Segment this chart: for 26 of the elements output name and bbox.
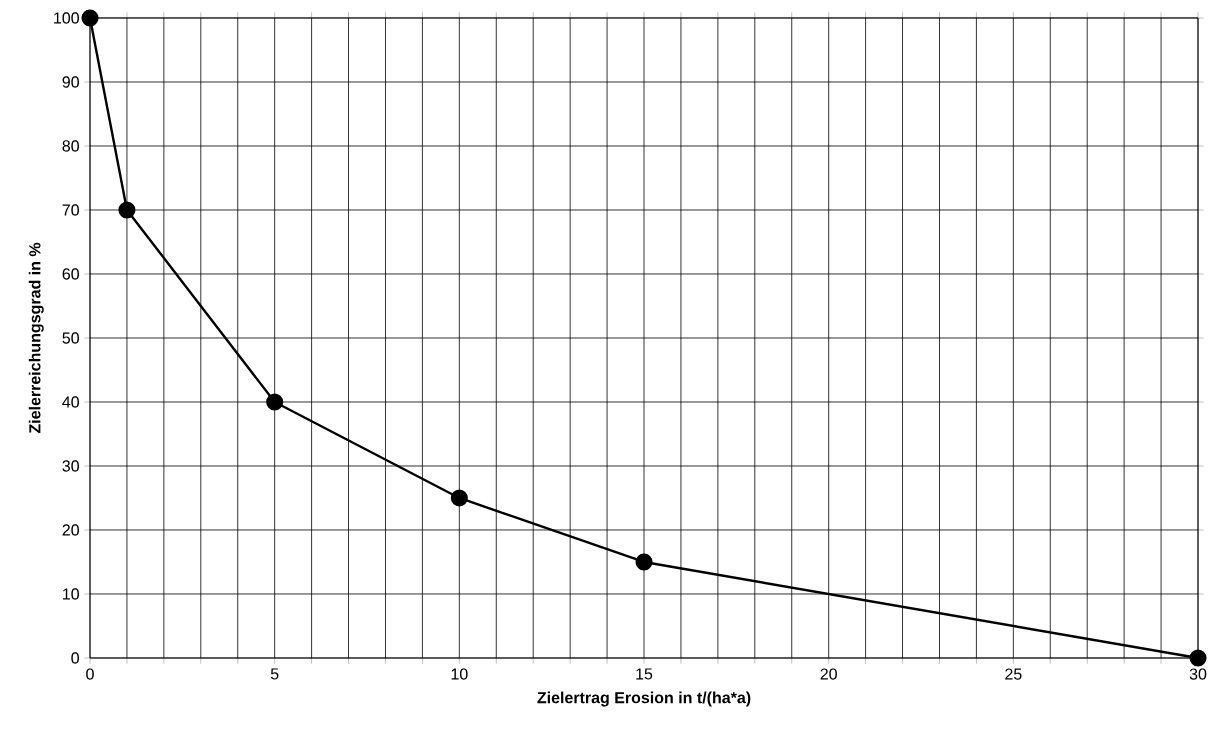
y-tick-label: 60	[62, 268, 79, 280]
x-axis-title: Zielertrag Erosion in t/(ha*a)	[537, 691, 751, 707]
y-tick-label: 80	[62, 140, 79, 152]
point	[450, 489, 468, 507]
y-tick-label: 20	[62, 524, 79, 536]
x-tick-label: 10	[451, 668, 468, 680]
y-tick-label: 50	[62, 332, 79, 344]
x-tick-label: 25	[1005, 668, 1022, 680]
x-tick-label: 0	[86, 668, 94, 680]
point	[635, 553, 653, 571]
point	[118, 201, 136, 219]
point	[81, 9, 99, 27]
point	[1189, 649, 1207, 667]
y-axis-title: Zielerreichungsgrad in %	[28, 242, 44, 434]
x-tick-label: 5	[270, 668, 279, 680]
y-tick-label: 40	[62, 396, 79, 408]
x-tick-label: 20	[820, 668, 837, 680]
point	[266, 393, 284, 411]
y-tick-label: 30	[62, 460, 79, 472]
y-tick-label: 10	[63, 588, 79, 600]
x-tick-label: 15	[636, 668, 653, 680]
y-tick-label: 90	[62, 76, 79, 88]
x-tick-label: 30	[1189, 668, 1207, 680]
y-tick-label: 100	[54, 12, 79, 24]
y-tick-label: 0	[71, 652, 79, 664]
y-tick-label: 70	[62, 204, 79, 216]
